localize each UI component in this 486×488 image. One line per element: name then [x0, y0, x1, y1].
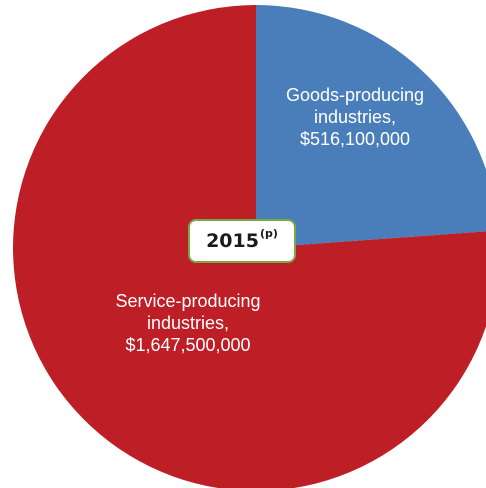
slice-label-service: Service-producing industries, $1,647,500,0…	[115, 291, 260, 355]
slice-label-line: Service-producing	[115, 291, 260, 311]
pie-labels: Goods-producing industries, $516,100,000Se…	[115, 85, 424, 355]
pie-slice-goods	[256, 5, 486, 248]
slice-label-line: $1,647,500,000	[125, 335, 250, 355]
slice-label-line: industries,	[314, 107, 396, 127]
slice-label-line: industries,	[147, 313, 229, 333]
year-label-box: 2015 (p)	[188, 219, 296, 263]
slice-label-goods: Goods-producing industries, $516,100,000	[286, 85, 424, 149]
year-label: 2015	[206, 230, 259, 252]
slice-label-line: $516,100,000	[300, 129, 410, 149]
preliminary-note: (p)	[259, 226, 278, 240]
slice-label-line: Goods-producing	[286, 85, 424, 105]
